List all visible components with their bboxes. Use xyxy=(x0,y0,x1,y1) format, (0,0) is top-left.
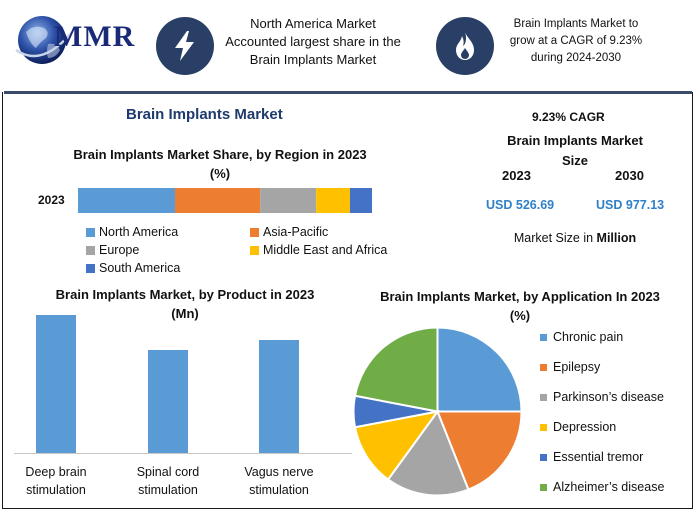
legend-swatch xyxy=(86,263,95,273)
region-bar-segment-4 xyxy=(349,188,372,213)
legend-swatch xyxy=(86,245,95,255)
legend-swatch xyxy=(540,363,547,371)
legend-label: Depression xyxy=(553,420,617,434)
header: MMR North America Market Accounted large… xyxy=(0,0,696,92)
product-bar xyxy=(259,339,299,453)
product-plot-area xyxy=(14,314,352,454)
region-legend-item: South America xyxy=(86,261,180,275)
region-bar-segment-1 xyxy=(175,188,261,213)
legend-label: Essential tremor xyxy=(553,450,644,464)
pie-slice-0 xyxy=(436,326,523,413)
product-x-axis xyxy=(14,453,352,454)
legend-swatch xyxy=(540,453,547,461)
legend-swatch xyxy=(250,245,259,255)
region-chart-year-label: 2023 xyxy=(38,193,65,207)
region-bar-segment-3 xyxy=(316,188,350,213)
mmr-logo xyxy=(15,16,73,64)
highlight-text-1: North America Market Accounted largest s… xyxy=(225,16,401,67)
region-bar-segment-0 xyxy=(78,188,176,213)
pie-slice-5 xyxy=(353,326,439,413)
flame-badge xyxy=(436,17,494,75)
legend-label: Parkinson’s disease xyxy=(553,390,664,404)
product-bar xyxy=(36,315,76,453)
year-2023-label: 2023 xyxy=(502,168,531,183)
value-2030: USD 977.13 xyxy=(596,198,665,212)
legend-label: Europe xyxy=(99,243,140,257)
value-2023: USD 526.69 xyxy=(486,198,555,212)
product-bar xyxy=(148,349,188,453)
region-legend-item: Middle East and Africa xyxy=(250,243,387,257)
legend-label: Chronic pain xyxy=(553,330,624,344)
product-category-label: Deep brain stimulation xyxy=(25,465,87,497)
region-stacked-bar xyxy=(78,188,372,213)
pie-slice-3 xyxy=(353,410,440,481)
highlight-text-2: Brain Implants Market to grow at a CAGR … xyxy=(509,18,643,64)
region-bar-segment-2 xyxy=(260,188,317,213)
market-size-note-prefix: Market Size in xyxy=(513,231,597,245)
application-pie xyxy=(352,326,523,497)
application-legend-item: Alzheimer’s disease xyxy=(540,480,664,494)
application-chart-title: Brain Implants Market, by Application In… xyxy=(380,289,660,323)
legend-label: North America xyxy=(99,225,179,239)
region-legend-item: Asia-Pacific xyxy=(250,225,328,239)
legend-label: South America xyxy=(99,261,181,275)
legend-label: Asia-Pacific xyxy=(263,225,329,239)
region-legend-item: North America xyxy=(86,225,178,239)
main-title: Brain Implants Market xyxy=(126,106,283,123)
application-legend-item: Parkinson’s disease xyxy=(540,390,664,404)
legend-swatch xyxy=(540,393,547,401)
lightning-badge xyxy=(156,17,214,75)
application-legend-item: Essential tremor xyxy=(540,450,643,464)
pie-slice-2 xyxy=(386,409,470,497)
year-2030-label: 2030 xyxy=(615,168,644,183)
pie-slice-1 xyxy=(436,410,523,491)
region-legend-item: Europe xyxy=(86,243,139,257)
legend-swatch xyxy=(250,227,259,237)
logo-text: MMR xyxy=(54,20,136,53)
legend-label: Epilepsy xyxy=(553,360,601,374)
legend-swatch xyxy=(540,333,547,341)
product-category-label: Spinal cord stimulation xyxy=(136,465,200,497)
market-size-note-unit: Million xyxy=(596,231,637,245)
cagr-label: 9.23% CAGR xyxy=(532,110,605,124)
legend-swatch xyxy=(86,227,95,237)
application-legend-item: Depression xyxy=(540,420,616,434)
application-legend-item: Epilepsy xyxy=(540,360,600,374)
legend-swatch xyxy=(540,483,547,491)
product-category-label: Vagus nerve stimulation xyxy=(244,465,314,497)
application-legend-item: Chronic pain xyxy=(540,330,623,344)
legend-swatch xyxy=(540,423,547,431)
region-chart-title: Brain Implants Market Share, by Region i… xyxy=(73,147,367,181)
header-divider xyxy=(4,91,692,94)
legend-label: Middle East and Africa xyxy=(263,243,388,257)
product-chart-title: Brain Implants Market, by Product in 202… xyxy=(55,287,315,321)
flame-icon xyxy=(456,32,474,60)
legend-label: Alzheimer’s disease xyxy=(553,480,665,494)
market-size-note: Market Size in Million xyxy=(495,231,655,245)
market-size-title: Brain Implants Market Size xyxy=(507,133,643,168)
lightning-icon xyxy=(175,31,194,61)
